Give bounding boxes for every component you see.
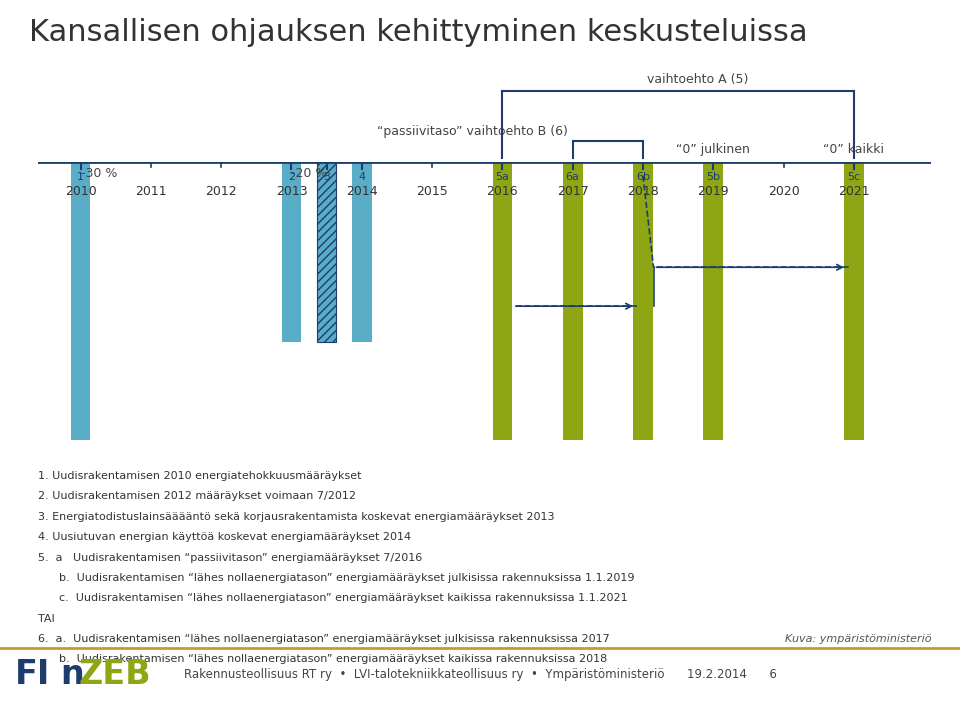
Text: 2015: 2015: [417, 186, 448, 198]
Text: “passiivitaso” vaihtoehto B (6): “passiivitaso” vaihtoehto B (6): [377, 125, 568, 138]
Text: 2018: 2018: [627, 186, 659, 198]
Text: 2013: 2013: [276, 186, 307, 198]
Bar: [281, 162, 301, 342]
Text: 4. Uusiutuvan energian käyttöä koskevat energiamääräykset 2014: 4. Uusiutuvan energian käyttöä koskevat …: [38, 532, 412, 542]
Bar: [352, 162, 372, 342]
Text: 2011: 2011: [135, 186, 167, 198]
Text: 3: 3: [324, 172, 330, 182]
Text: 1: 1: [77, 172, 84, 182]
Bar: [492, 162, 513, 439]
Text: vaihtoehto A (5): vaihtoehto A (5): [647, 73, 748, 86]
Bar: [634, 162, 653, 439]
Text: 2012: 2012: [205, 186, 237, 198]
Text: b.  Uudisrakentamisen “lähes nollaenergiatason” energiamääräykset kaikissa raken: b. Uudisrakentamisen “lähes nollaenergia…: [38, 654, 608, 664]
Bar: [704, 162, 723, 439]
Bar: [844, 162, 864, 439]
Text: 3. Energiatodistuslainsääääntö sekä korjausrakentamista koskevat energiamääräyks: 3. Energiatodistuslainsääääntö sekä korj…: [38, 512, 555, 522]
Text: 4: 4: [358, 172, 366, 182]
Text: 2. Uudisrakentamisen 2012 määräykset voimaan 7/2012: 2. Uudisrakentamisen 2012 määräykset voi…: [38, 491, 356, 501]
Text: 2017: 2017: [557, 186, 588, 198]
Text: 2019: 2019: [698, 186, 729, 198]
Text: 6a: 6a: [565, 172, 580, 182]
Text: 1. Uudisrakentamisen 2010 energiatehokkuusmääräykset: 1. Uudisrakentamisen 2010 energiatehokku…: [38, 471, 362, 481]
Text: Rakennusteollisuus RT ry  •  LVI-talotekniikkateollisuus ry  •  Ympäristöministe: Rakennusteollisuus RT ry • LVI-talotekni…: [183, 669, 777, 681]
Text: “0” julkinen: “0” julkinen: [677, 143, 750, 156]
Text: 2014: 2014: [346, 186, 377, 198]
Text: 2010: 2010: [64, 186, 96, 198]
Text: TAI: TAI: [38, 614, 55, 624]
Text: FI: FI: [14, 659, 50, 691]
Text: “0” kaikki: “0” kaikki: [824, 143, 884, 156]
Text: 5.  a   Uudisrakentamisen “passiivitason” energiamääräykset 7/2016: 5. a Uudisrakentamisen “passiivitason” e…: [38, 553, 422, 562]
Text: 2016: 2016: [487, 186, 518, 198]
Bar: [71, 162, 90, 439]
Text: 2: 2: [288, 172, 295, 182]
Text: 5a: 5a: [495, 172, 510, 182]
Bar: [563, 162, 583, 439]
Text: c.  Uudisrakentamisen “lähes nollaenergiatason” energiamääräykset kaikissa raken: c. Uudisrakentamisen “lähes nollaenergia…: [38, 593, 628, 603]
Text: 2021: 2021: [838, 186, 870, 198]
Text: b.  Uudisrakentamisen “lähes nollaenergiatason” energiamääräykset julkisissa rak: b. Uudisrakentamisen “lähes nollaenergia…: [38, 573, 635, 583]
Text: -20 %: -20 %: [292, 167, 328, 180]
Text: ZEB: ZEB: [79, 659, 152, 691]
Text: Kuva: ympäristöministeriö: Kuva: ympäristöministeriö: [784, 634, 931, 644]
Text: -30 %: -30 %: [81, 167, 117, 180]
Text: 5c: 5c: [848, 172, 860, 182]
Text: 5b: 5b: [707, 172, 720, 182]
Text: 6.  a.  Uudisrakentamisen “lähes nollaenergiatason” energiamääräykset julkisissa: 6. a. Uudisrakentamisen “lähes nollaener…: [38, 634, 611, 644]
Bar: [317, 162, 336, 342]
Text: Kansallisen ohjauksen kehittyminen keskusteluissa: Kansallisen ohjauksen kehittyminen kesku…: [29, 18, 807, 46]
Text: 6b: 6b: [636, 172, 650, 182]
Text: n: n: [60, 659, 84, 691]
Text: 2020: 2020: [768, 186, 800, 198]
